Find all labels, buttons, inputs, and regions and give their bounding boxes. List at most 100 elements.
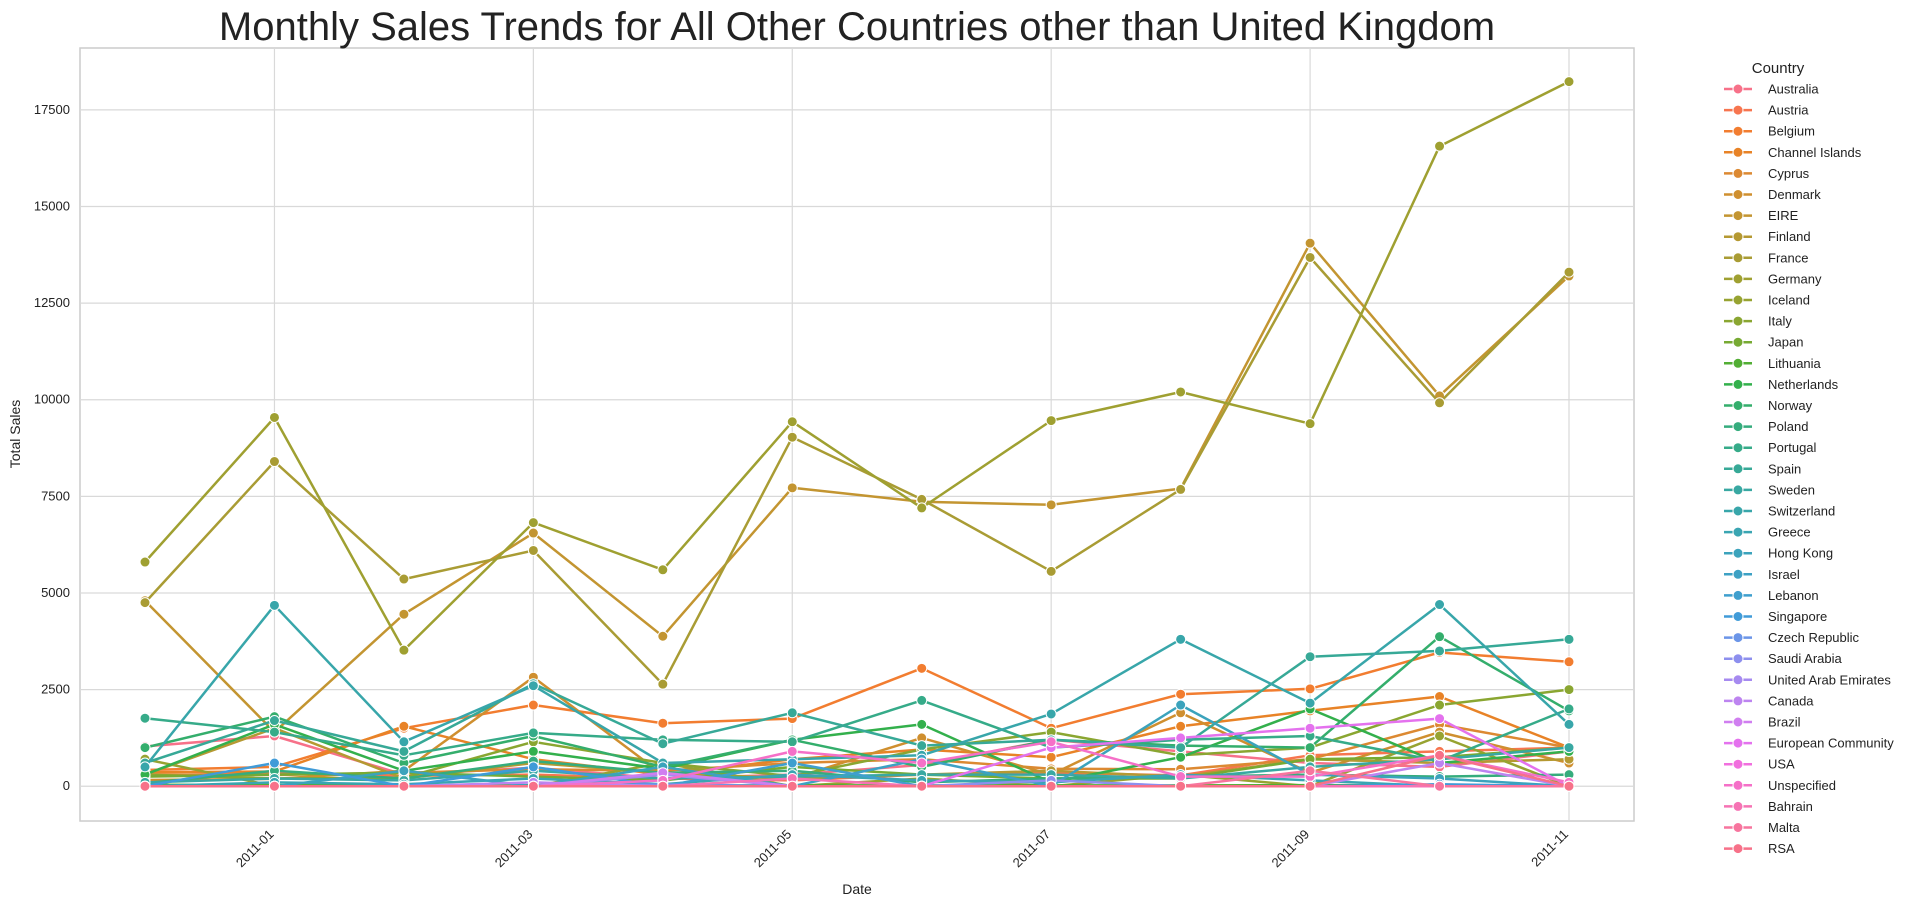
data-point [268, 411, 280, 423]
legend-label: Spain [1768, 461, 1801, 476]
legend-swatch-marker [1732, 400, 1744, 411]
data-point [398, 644, 410, 656]
legend-item: Switzerland [1724, 504, 1835, 519]
data-point [1434, 713, 1446, 725]
legend-label: Belgium [1768, 124, 1815, 139]
legend-label: Brazil [1768, 715, 1801, 730]
legend-swatch-marker [1732, 737, 1744, 749]
data-point [139, 597, 151, 609]
legend-label: USA [1768, 757, 1795, 772]
legend-label: RSA [1768, 841, 1795, 856]
legend-item: Iceland [1724, 293, 1810, 308]
series-line [144, 80, 1570, 652]
legend-swatch-marker [1732, 252, 1744, 264]
data-point [398, 765, 410, 777]
legend-item: Finland [1724, 229, 1811, 244]
data-point [1175, 780, 1187, 792]
data-point [1175, 483, 1187, 495]
legend-label: Lebanon [1768, 588, 1819, 603]
data-point [786, 757, 798, 769]
data-point [916, 757, 928, 769]
data-point [1045, 736, 1057, 748]
data-point [657, 630, 669, 642]
legend-swatch-marker [1732, 231, 1744, 243]
data-point [1045, 708, 1057, 720]
legend-item: RSA [1724, 841, 1795, 856]
data-point [1434, 749, 1446, 761]
legend-swatch-marker [1732, 843, 1744, 855]
legend-label: Japan [1768, 335, 1803, 350]
legend-swatch-marker [1732, 526, 1744, 538]
data-point [1434, 645, 1446, 657]
legend-item: Singapore [1724, 609, 1827, 624]
data-point [786, 482, 798, 494]
legend-label: European Community [1768, 736, 1894, 751]
data-point [1434, 599, 1446, 611]
y-tick-label: 17500 [34, 102, 70, 117]
legend-item: Channel Islands [1724, 145, 1862, 160]
legend-swatch-marker [1732, 357, 1744, 369]
legend-label: Malta [1768, 820, 1801, 835]
legend-label: Norway [1768, 398, 1813, 413]
legend-label: Poland [1768, 419, 1808, 434]
y-tick-label: 15000 [34, 198, 70, 213]
legend-item: Hong Kong [1724, 546, 1833, 561]
legend-swatch-marker [1732, 779, 1744, 791]
data-point [398, 608, 410, 620]
legend-label: Canada [1768, 693, 1814, 708]
data-point [1304, 251, 1316, 263]
data-point [1175, 771, 1187, 783]
legend-item: European Community [1724, 736, 1894, 751]
x-tick-label: 2011-09 [1269, 827, 1313, 871]
x-axis-label: Date [842, 881, 872, 897]
legend-label: Switzerland [1768, 504, 1835, 519]
data-point [916, 694, 928, 706]
data-point [786, 431, 798, 443]
data-point [1304, 418, 1316, 430]
legend-label: Saudi Arabia [1768, 651, 1842, 666]
legend-label: Cyprus [1768, 166, 1810, 181]
data-point [1175, 386, 1187, 398]
series-line [144, 241, 1570, 734]
series-eire [139, 237, 1575, 738]
data-point [527, 680, 539, 692]
y-tick-label: 5000 [41, 585, 70, 600]
legend-item: Austria [1724, 103, 1809, 118]
legend-label: Denmark [1768, 187, 1821, 202]
data-point [916, 662, 928, 674]
data-point [786, 416, 798, 428]
legend-item: Unspecified [1724, 778, 1836, 793]
legend-item: Netherlands [1724, 377, 1839, 392]
data-point [786, 736, 798, 748]
data-point [1563, 742, 1575, 754]
data-point [268, 456, 280, 468]
legend-label: Austria [1768, 103, 1809, 118]
legend-item: Australia [1724, 82, 1819, 97]
data-point [1304, 765, 1316, 777]
series-line [144, 635, 1570, 769]
data-point [1434, 780, 1446, 792]
legend-swatch-marker [1732, 442, 1744, 454]
legend-item: Bahrain [1724, 799, 1813, 814]
data-point [527, 745, 539, 757]
series-lines [139, 76, 1575, 792]
legend-swatch-marker [1732, 315, 1744, 327]
legend-swatch-marker [1732, 800, 1744, 812]
legend-label: Germany [1768, 271, 1822, 286]
legend-swatch-marker [1732, 484, 1744, 496]
legend-item: EIRE [1724, 208, 1799, 223]
legend-swatch-marker [1732, 294, 1744, 306]
legend-item: Japan [1724, 335, 1803, 350]
y-tick-label: 7500 [41, 488, 70, 503]
legend-item: Malta [1724, 820, 1801, 835]
legend-item: France [1724, 250, 1808, 265]
legend-item: Poland [1724, 419, 1808, 434]
data-point [1304, 651, 1316, 663]
data-point [527, 699, 539, 711]
legend-label: Czech Republic [1768, 630, 1860, 645]
data-point [527, 544, 539, 556]
legend-label: Singapore [1768, 609, 1827, 624]
legend-swatch-marker [1732, 674, 1744, 686]
x-tick-label: 2011-03 [492, 827, 536, 871]
legend-label: Finland [1768, 229, 1811, 244]
